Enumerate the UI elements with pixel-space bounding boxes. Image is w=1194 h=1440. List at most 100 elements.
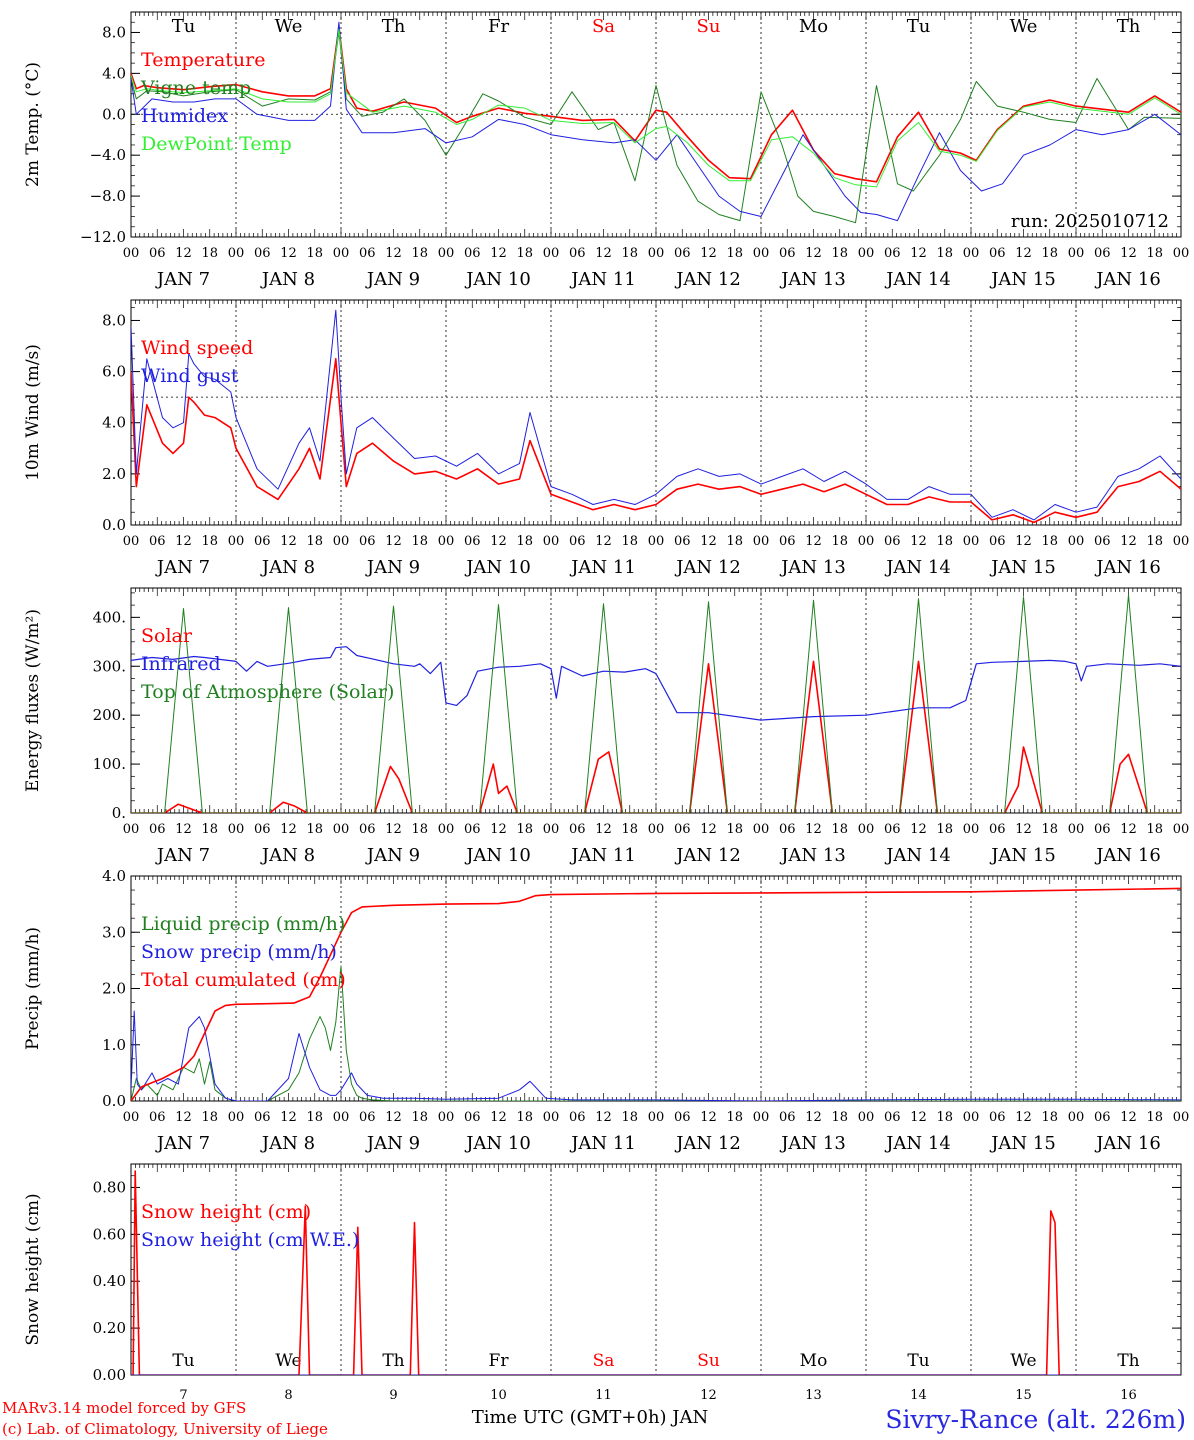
x-hour-label: 12 [175,246,192,261]
x-hour-label: 00 [543,1110,560,1125]
x-day-number: 8 [284,1388,292,1403]
x-day-label: JAN 7 [155,557,210,578]
x-hour-label: 18 [621,246,638,261]
series-line-wind-gust [131,309,1181,521]
legend-entry: Infrared [141,653,221,675]
x-day-label: JAN 16 [1094,557,1161,578]
y-tick-label: 1.0 [102,1036,126,1054]
x-hour-label: 18 [831,246,848,261]
x-day-number: 14 [910,1388,927,1403]
y-tick-label: 8.0 [102,23,126,41]
x-hour-label: 18 [306,246,323,261]
x-hour-label: 00 [1173,246,1190,261]
x-hour-label: 06 [569,822,586,837]
x-hour-label: 06 [569,534,586,549]
x-hour-label: 06 [884,246,901,261]
x-day-label: JAN 14 [884,845,951,866]
panels: −12.0 −8.0 −4.0 0.0 4.0 8.0 2m Temp. (°C) 00 06 1… [23,11,1190,1403]
x-day-number: 10 [490,1388,507,1403]
x-hour-label: 12 [805,534,822,549]
y-tick-label: 0.0 [102,516,126,534]
x-hour-label: 00 [963,534,980,549]
x-hour-label: 18 [1041,246,1058,261]
x-hour-label: 18 [831,1110,848,1125]
x-hour-label: 06 [254,534,271,549]
weekday-label: Th [382,16,406,37]
x-hour-label: 12 [805,246,822,261]
legend-entry: Wind gust [141,365,239,387]
x-hour-label: 18 [936,246,953,261]
x-hour-label: 00 [438,534,455,549]
x-day-label: JAN 16 [1094,1133,1161,1154]
x-hour-label: 06 [254,246,271,261]
x-hour-label: 06 [464,1110,481,1125]
x-day-label: JAN 8 [260,1133,315,1154]
series-line-solar [131,660,1181,813]
x-hour-label: 00 [858,822,875,837]
x-hour-label: 06 [359,246,376,261]
x-hour-label: 06 [674,822,691,837]
x-hour-label: 06 [569,246,586,261]
x-hour-label: 00 [858,534,875,549]
x-axis-title: Time UTC (GMT+0h) JAN [472,1407,709,1428]
x-hour-label: 12 [1015,246,1032,261]
x-hour-label: 06 [1094,1110,1111,1125]
y-axis-label: 2m Temp. (°C) [23,62,43,187]
x-hour-label: 06 [569,1110,586,1125]
x-hour-label: 00 [1068,822,1085,837]
x-hour-label: 12 [595,246,612,261]
x-day-label: JAN 9 [365,269,420,290]
x-hour-label: 00 [753,534,770,549]
y-tick-label: 0.20 [93,1319,126,1337]
chart-panel-2: 0.0 2.0 4.0 6.0 8.0 10m Wind (m/s) 00 06 12 18 00 0… [23,299,1190,578]
x-hour-label: 18 [726,822,743,837]
series-line-temperature [131,26,1181,183]
x-day-label: JAN 7 [155,1133,210,1154]
weekday-label: Mo [800,1351,828,1371]
x-hour-label: 00 [1068,534,1085,549]
weekday-label: Sa [593,1351,615,1371]
x-day-label: JAN 10 [464,845,531,866]
model-credit: MARv3.14 model forced by GFS [2,1399,246,1417]
x-hour-label: 00 [648,822,665,837]
x-hour-label: 00 [648,246,665,261]
series-line-total-cumulated-cm- [131,887,1181,1101]
legend-entry: Snow precip (mm/h) [141,941,337,963]
x-hour-label: 12 [385,246,402,261]
x-hour-label: 00 [753,822,770,837]
x-hour-label: 12 [1120,246,1137,261]
y-tick-label: −12.0 [80,228,126,246]
x-hour-label: 18 [726,246,743,261]
y-tick-label: 0.0 [102,1092,126,1110]
run-annotation: run: 2025010712 [1011,211,1169,232]
x-hour-label: 00 [1173,534,1190,549]
x-hour-label: 06 [779,1110,796,1125]
x-hour-label: 12 [910,534,927,549]
x-hour-label: 18 [411,822,428,837]
x-hour-label: 12 [595,1110,612,1125]
x-hour-label: 06 [359,534,376,549]
x-hour-label: 12 [385,534,402,549]
x-hour-label: 06 [779,534,796,549]
y-tick-label: 6.0 [102,363,126,381]
x-hour-label: 06 [149,1110,166,1125]
weekday-label: Tu [907,1351,929,1371]
x-hour-label: 12 [1120,534,1137,549]
x-hour-label: 12 [385,1110,402,1125]
x-hour-label: 12 [805,822,822,837]
x-hour-label: 18 [516,246,533,261]
x-hour-label: 00 [123,534,140,549]
y-tick-label: 4.0 [102,867,126,885]
x-day-label: JAN 14 [884,557,951,578]
x-hour-label: 18 [516,1110,533,1125]
x-hour-label: 18 [726,1110,743,1125]
chart-panel-4: 0.0 1.0 2.0 3.0 4.0 Precip (mm/h) 00 06 12 18 00 06… [23,867,1189,1154]
y-tick-label: 3.0 [102,923,126,941]
x-hour-label: 06 [359,1110,376,1125]
x-day-label: JAN 9 [365,557,420,578]
y-tick-label: −4.0 [90,146,126,164]
x-hour-label: 00 [333,246,350,261]
x-hour-label: 00 [123,822,140,837]
legend-entry: Total cumulated (cm) [141,969,346,991]
x-hour-label: 00 [648,534,665,549]
